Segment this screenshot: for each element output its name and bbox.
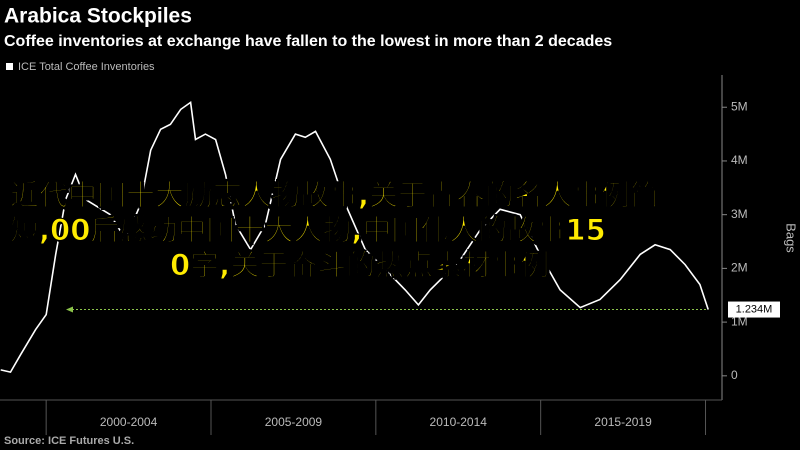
chart-title: Arabica Stockpiles <box>4 5 192 28</box>
y-axis-title: Bags <box>784 223 799 253</box>
y-tick-label: 2M <box>731 261 748 275</box>
chart-subtitle: Coffee inventories at exchange have fall… <box>4 33 612 50</box>
value-label: 1.234M <box>736 303 773 315</box>
overlay-text: 短,00后感动中国十大人物,中国伟人的故事15 <box>10 213 607 248</box>
y-tick-label: 1M <box>731 314 748 328</box>
x-tick-label: 2000-2004 <box>100 415 158 429</box>
x-tick-label: 2010-2014 <box>430 415 488 429</box>
x-tick-label: 2005-2009 <box>265 415 323 429</box>
y-tick-label: 0 <box>731 368 738 382</box>
data-line <box>0 100 709 374</box>
y-tick-label: 3M <box>731 207 748 221</box>
overlay-text: 近代中国十大励志人物故事,关于青春的名人事例简 <box>10 178 660 213</box>
value-label-box <box>728 301 780 318</box>
y-tick-label: 5M <box>731 99 748 113</box>
legend-swatch <box>6 63 13 70</box>
y-tick-label: 4M <box>731 153 748 167</box>
legend-label: ICE Total Coffee Inventories <box>18 61 155 73</box>
source: Source: ICE Futures U.S. <box>4 435 134 447</box>
reference-arrow <box>66 306 73 313</box>
overlay-text: 0字,关于奋斗的热点素材事例 <box>170 248 550 283</box>
x-tick-label: 2015-2019 <box>594 415 652 429</box>
